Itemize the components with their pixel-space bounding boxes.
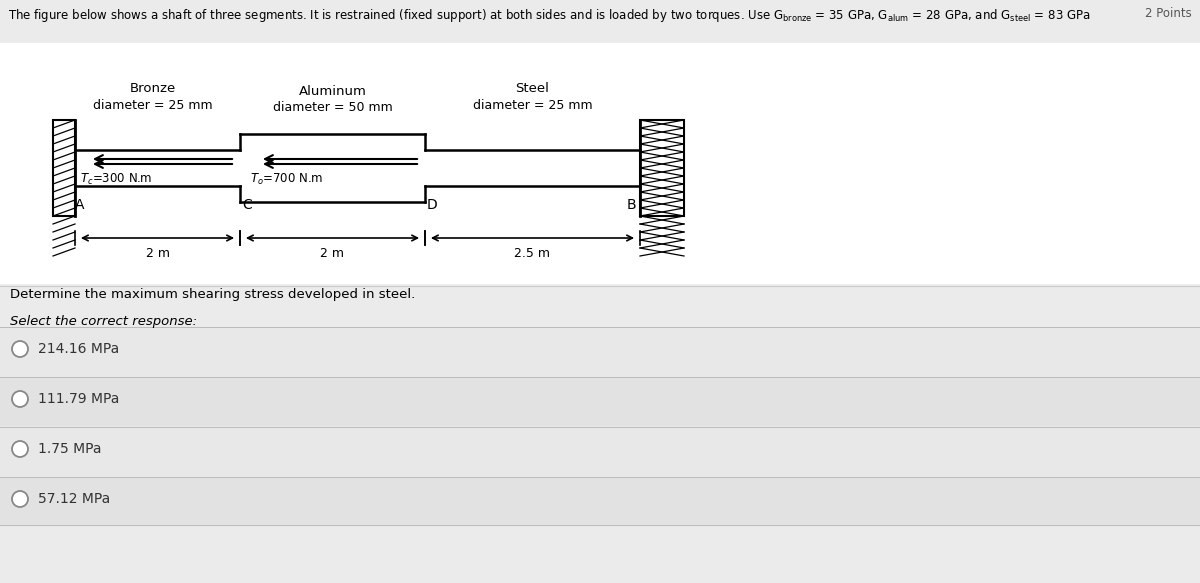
Text: diameter = 25 mm: diameter = 25 mm [473, 99, 593, 112]
Text: The figure below shows a shaft of three segments. It is restrained (fixed suppor: The figure below shows a shaft of three … [8, 7, 1091, 24]
Bar [0, 427, 1200, 475]
Text: Select the correct response:: Select the correct response: [10, 315, 197, 328]
Circle shape [12, 341, 28, 357]
Text: 111.79 MPa: 111.79 MPa [38, 392, 119, 406]
Text: $T_c$=300 N.m: $T_c$=300 N.m [80, 172, 152, 187]
Circle shape [12, 441, 28, 457]
Bar [0, 477, 1200, 525]
Text: A: A [74, 198, 84, 212]
Text: C: C [242, 198, 252, 212]
Text: 2 m: 2 m [320, 247, 344, 260]
Text: 2 Points: 2 Points [1145, 7, 1192, 20]
Circle shape [12, 491, 28, 507]
Text: diameter = 50 mm: diameter = 50 mm [272, 101, 392, 114]
Text: 1.75 MPa: 1.75 MPa [38, 442, 102, 456]
Text: D: D [427, 198, 438, 212]
Bar [0, 43, 1200, 283]
Text: B: B [626, 198, 636, 212]
Text: 2 m: 2 m [145, 247, 169, 260]
Bar [0, 327, 1200, 375]
Bar [0, 377, 1200, 425]
Text: Steel: Steel [516, 82, 550, 95]
Text: Bronze: Bronze [130, 82, 175, 95]
Bar [53, 120, 74, 216]
Circle shape [12, 391, 28, 407]
Text: 2.5 m: 2.5 m [515, 247, 551, 260]
Text: $T_o$=700 N.m: $T_o$=700 N.m [250, 172, 323, 187]
Text: 214.16 MPa: 214.16 MPa [38, 342, 119, 356]
Text: diameter = 25 mm: diameter = 25 mm [92, 99, 212, 112]
Text: Aluminum: Aluminum [299, 85, 366, 98]
Bar [640, 120, 684, 216]
Text: Determine the maximum shearing stress developed in steel.: Determine the maximum shearing stress de… [10, 288, 415, 301]
Text: 57.12 MPa: 57.12 MPa [38, 492, 110, 506]
